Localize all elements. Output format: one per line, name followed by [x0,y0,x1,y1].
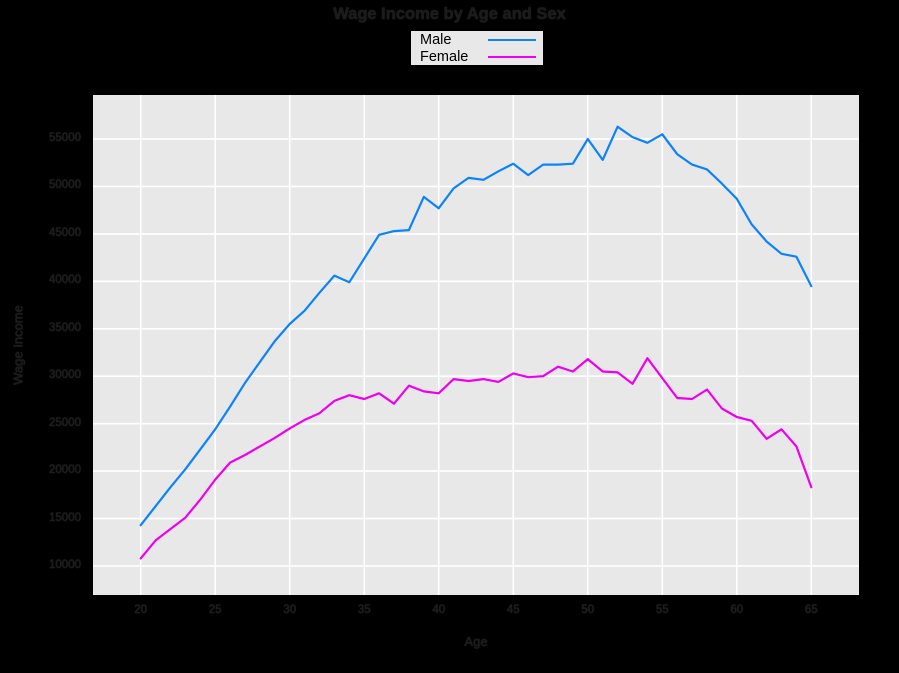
y-tick-label: 50000 [49,179,81,192]
legend-line-female-swatch [488,55,536,58]
y-axis-label: Wage Income [10,305,26,385]
legend: Male Female [410,30,544,66]
x-axis-label: Age [464,634,488,649]
x-tick-label: 50 [581,604,595,616]
x-tick-label: 40 [432,604,446,616]
series-line-female [139,357,813,560]
series-line-male [139,125,813,527]
y-tick-label: 10000 [49,558,81,571]
x-tick-label: 20 [134,604,148,616]
legend-label-female: Female [420,48,469,65]
y-tick-label: 35000 [49,321,81,334]
plot-area [93,95,859,595]
y-tick-label: 15000 [49,511,81,524]
legend-line-male-swatch [488,38,536,41]
y-tick-label: 30000 [49,369,81,382]
legend-label-male: Male [420,31,452,48]
y-axis-ticks: 10000 15000 20000 25000 30000 35000 40000 45000… [0,95,87,595]
y-tick-label: 55000 [49,132,81,145]
x-tick-label: 35 [357,604,371,616]
x-tick-label: 60 [730,604,744,616]
x-tick-label: 45 [506,604,520,616]
chart-title: Wage Income by Age and Sex [333,5,566,23]
legend-row-female: Female [411,48,543,65]
x-tick-label: 65 [804,604,818,616]
x-axis-ticks: 20 25 30 35 40 45 50 55 60 65 [93,595,859,625]
x-tick-label: 25 [208,604,222,616]
y-tick-label: 20000 [49,464,81,477]
legend-row-male: Male [411,31,543,48]
x-tick-label: 55 [655,604,669,616]
plot-canvas [93,95,859,595]
y-tick-label: 40000 [49,274,81,287]
x-tick-label: 30 [283,604,297,616]
y-tick-label: 45000 [49,226,81,239]
y-tick-label: 25000 [49,416,81,429]
